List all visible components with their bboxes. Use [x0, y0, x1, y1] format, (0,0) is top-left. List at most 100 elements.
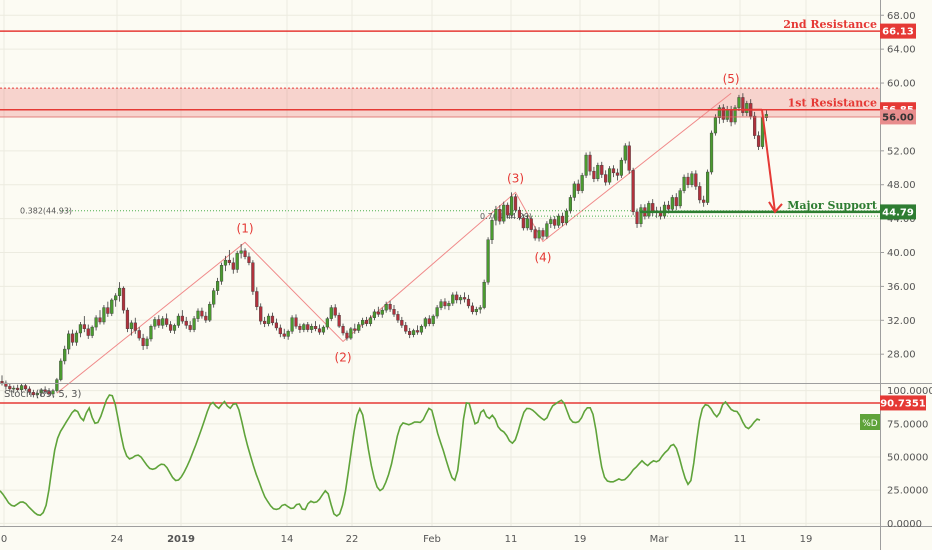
- candle-body: [20, 385, 24, 390]
- candle-body: [215, 281, 220, 291]
- candle: [215, 277, 220, 295]
- resistance-level-label: 2nd Resistance: [783, 18, 877, 31]
- candle-body: [404, 325, 408, 332]
- candle: [317, 324, 322, 335]
- candle-body: [764, 114, 768, 118]
- candle: [682, 174, 686, 194]
- candle-body: [223, 259, 228, 266]
- candle-body: [317, 328, 322, 333]
- level-price-tag-label: 66.13: [882, 27, 914, 38]
- candle: [506, 202, 510, 219]
- candle-body: [329, 307, 333, 319]
- candle-body: [121, 287, 126, 311]
- candle-body: [572, 183, 576, 198]
- candle-body: [529, 218, 533, 230]
- candle: [259, 303, 263, 325]
- candle: [521, 214, 525, 231]
- candle-body: [259, 306, 263, 322]
- candle: [106, 301, 110, 317]
- candle-body: [204, 315, 208, 321]
- axis-layer: 0 24 2019 14 22 Feb 11 19 Mar 11 19 28.00 32.00 36.00…: [1, 11, 932, 545]
- candle: [310, 323, 314, 334]
- price-tick-label: 44.00: [887, 214, 916, 225]
- candle: [31, 389, 35, 398]
- candle: [474, 306, 478, 316]
- candle: [90, 325, 94, 339]
- candle: [557, 213, 561, 228]
- candle-body: [470, 305, 474, 313]
- candle: [533, 226, 537, 241]
- wave-label: (3): [507, 171, 524, 185]
- price-tick-label: 36.00: [887, 282, 916, 293]
- candle-body: [235, 253, 239, 270]
- stoch-badge[interactable]: %D: [860, 414, 880, 430]
- candle: [498, 205, 502, 225]
- candle-body: [678, 190, 682, 207]
- candle-body: [435, 307, 439, 317]
- candle-body: [0, 381, 4, 384]
- candle: [270, 312, 275, 326]
- candle: [619, 157, 623, 178]
- candle-body: [231, 262, 235, 270]
- candle: [494, 205, 498, 226]
- candle: [114, 293, 118, 307]
- candle-body: [110, 299, 114, 314]
- candle-body: [78, 324, 82, 334]
- price-level-layer: 2nd Resistance 1st Resistance Major Suppor…: [0, 18, 880, 214]
- candle-body: [686, 176, 690, 185]
- candle-body: [294, 317, 298, 327]
- candle-body: [733, 107, 737, 123]
- candle: [82, 316, 86, 333]
- candle-body: [631, 170, 635, 213]
- candle: [502, 201, 506, 224]
- candle-body: [408, 331, 412, 335]
- candle: [560, 212, 565, 227]
- projection-arrow[interactable]: [742, 108, 783, 214]
- elliott-wave-path[interactable]: [56, 92, 732, 394]
- candle-body: [184, 320, 188, 326]
- candle: [604, 170, 608, 186]
- candle-body: [82, 324, 86, 329]
- candle-body: [345, 332, 349, 339]
- projection-arrow-shaft: [761, 109, 776, 213]
- candle-body: [39, 389, 43, 394]
- candle-body: [682, 176, 686, 191]
- candle-body: [145, 338, 149, 346]
- projection-arrow-tip: [768, 201, 783, 214]
- candle-body: [314, 326, 318, 329]
- candle: [349, 327, 353, 340]
- candle-body: [392, 309, 396, 315]
- candle: [764, 110, 768, 122]
- candle-body: [482, 281, 486, 308]
- stoch-d-line[interactable]: [0, 394, 761, 517]
- candle-body: [525, 218, 529, 229]
- candle: [419, 324, 424, 335]
- stoch-tick-label: 100.0000: [887, 386, 932, 397]
- candle-body: [549, 219, 553, 224]
- wave-label: (4): [534, 250, 551, 264]
- candle: [12, 385, 16, 394]
- candle: [647, 200, 651, 219]
- candle-body: [274, 322, 278, 329]
- candle-body: [443, 301, 447, 307]
- stoch-indicator-title[interactable]: Stoch (89, 5, 3): [4, 389, 81, 400]
- candle-body: [341, 326, 345, 334]
- candle: [212, 288, 216, 308]
- candle: [756, 131, 761, 150]
- candle: [361, 317, 365, 328]
- candle: [321, 325, 326, 335]
- candle: [161, 316, 165, 329]
- candle-body: [709, 132, 714, 173]
- resistance-zone[interactable]: [0, 88, 880, 117]
- candle-body: [721, 107, 725, 120]
- candle-body: [86, 328, 90, 336]
- candle: [165, 313, 169, 328]
- candle: [380, 307, 384, 318]
- candle: [110, 298, 114, 317]
- candle-body: [690, 173, 694, 185]
- candle: [168, 321, 173, 334]
- candle: [333, 304, 337, 318]
- candle: [125, 307, 130, 333]
- candle: [631, 167, 635, 216]
